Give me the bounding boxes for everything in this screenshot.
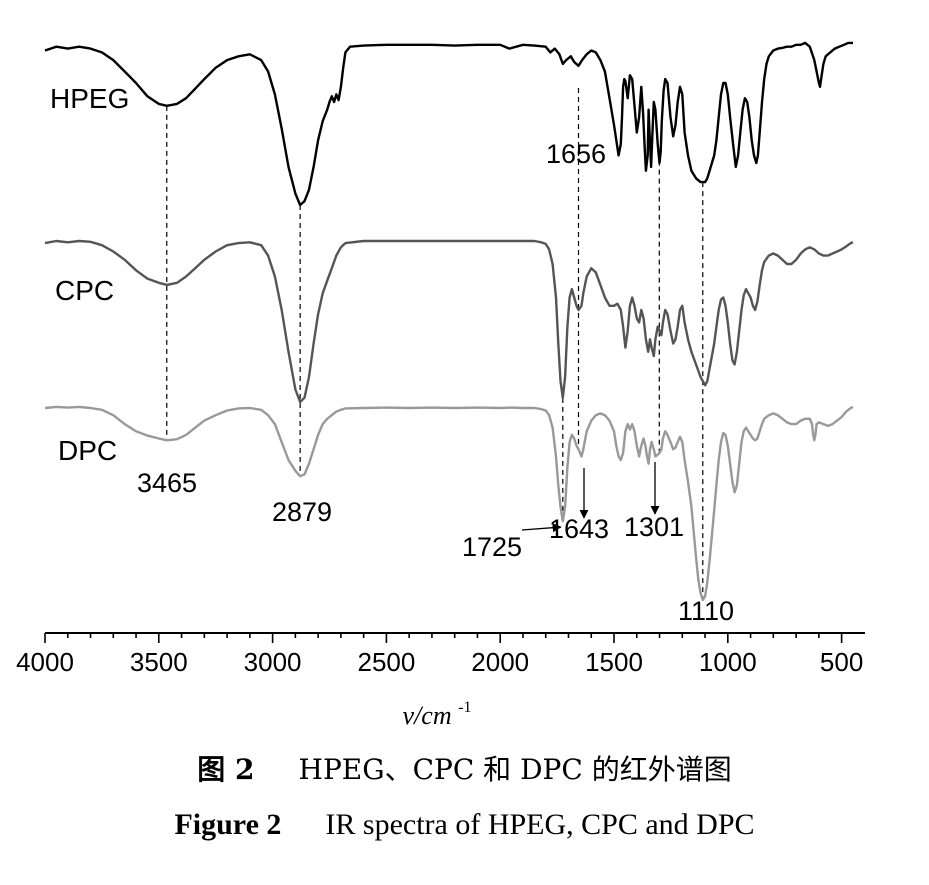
arrow-1725 <box>521 523 562 533</box>
x-tick-label: 2500 <box>357 647 415 677</box>
peak-label-1301: 1301 <box>624 512 684 542</box>
peak-guide-lines <box>166 88 704 600</box>
trace-hpeg <box>44 41 853 207</box>
series-labels: HPEG CPC DPC <box>50 83 129 466</box>
x-axis-label: ν/cm -1 <box>403 699 472 730</box>
caption-cn-number: 图 2 <box>197 753 255 786</box>
caption-english: Figure 2 IR spectra of HPEG, CPC and DPC <box>0 808 929 842</box>
x-axis-label-symbol: ν/cm <box>403 701 452 730</box>
peak-label-1656: 1656 <box>546 139 606 169</box>
x-tick-label: 3500 <box>130 647 188 677</box>
series-label-dpc: DPC <box>58 435 117 466</box>
x-tick-label: 3000 <box>244 647 302 677</box>
peak-label-1110: 1110 <box>678 596 734 626</box>
x-tick-label: 1500 <box>585 647 643 677</box>
peak-label-2879: 2879 <box>272 497 332 527</box>
x-tick-label: 2000 <box>471 647 529 677</box>
peak-label-1643: 1643 <box>549 514 609 544</box>
trace-cpc <box>44 239 854 404</box>
series-label-hpeg: HPEG <box>50 83 129 114</box>
peak-labels: 3465 2879 1725 1656 1643 1301 1110 <box>137 139 734 626</box>
x-tick-label: 4000 <box>16 647 74 677</box>
trace-dpc <box>44 405 854 602</box>
peak-label-1725: 1725 <box>462 532 522 562</box>
caption-cn-text: HPEG、CPC 和 DPC 的红外谱图 <box>298 753 732 786</box>
peak-arrows <box>521 462 660 533</box>
caption-chinese: 图 2 HPEG、CPC 和 DPC 的红外谱图 <box>0 748 929 788</box>
caption-en-number: Figure 2 <box>174 808 282 841</box>
peak-label-3465: 3465 <box>137 468 197 498</box>
caption-en-text: IR spectra of HPEG, CPC and DPC <box>325 808 755 841</box>
x-tick-label: 500 <box>820 647 863 677</box>
x-tick-label: 1000 <box>699 647 757 677</box>
series-label-cpc: CPC <box>55 275 114 306</box>
x-axis: 4000 3500 3000 2500 2000 1500 1000 500 <box>16 632 865 677</box>
ir-spectra-chart: 4000 3500 3000 2500 2000 1500 1000 500 HPEG CPC D… <box>16 41 865 730</box>
x-axis-label-exponent: -1 <box>458 699 471 716</box>
spectra-traces <box>44 41 854 602</box>
